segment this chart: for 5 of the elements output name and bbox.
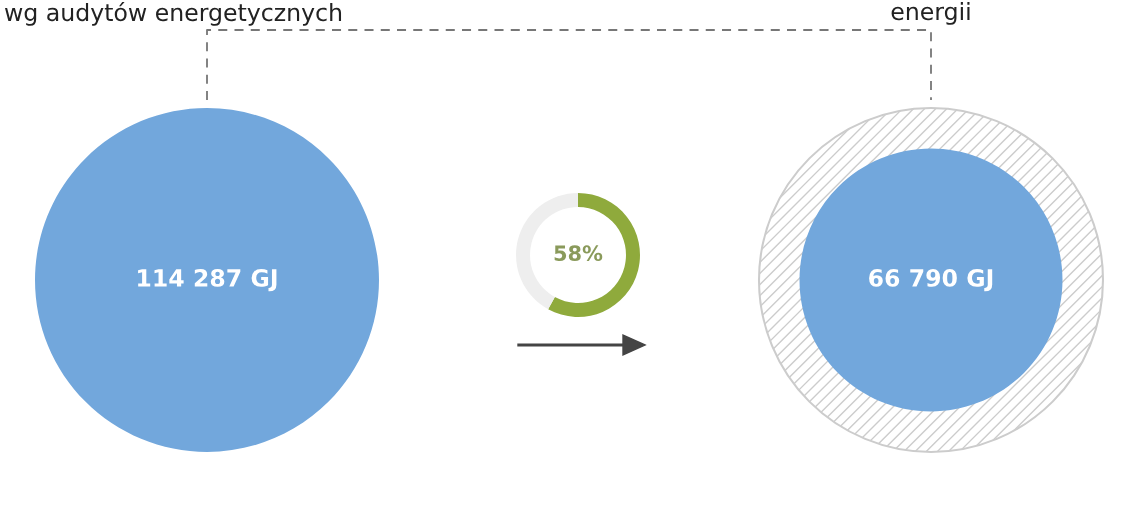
text: wg audytów energetycznych [4, 2, 342, 26]
text: energii [891, 2, 970, 25]
data-label: 66 790 GJ [869, 268, 993, 292]
data-label: 114 287 GJ [138, 268, 277, 292]
data-label: 58% [554, 245, 603, 262]
